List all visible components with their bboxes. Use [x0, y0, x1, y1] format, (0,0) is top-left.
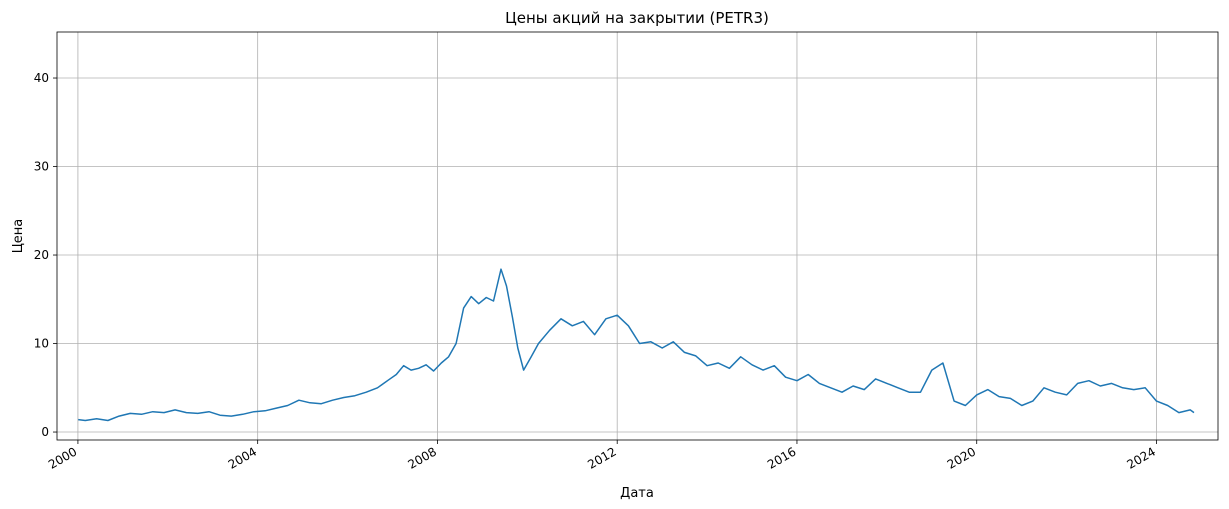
y-tick-label: 40: [34, 71, 49, 85]
y-axis-ticks: 0 10 20 30 40: [34, 71, 57, 439]
grid: [57, 32, 1218, 440]
y-tick-label: 30: [34, 160, 49, 174]
chart-title: Цены акций на закрытии (PETR3): [505, 9, 769, 27]
y-tick-label: 20: [34, 248, 49, 262]
series-line: [78, 268, 1195, 422]
x-axis-label: Дата: [620, 486, 654, 501]
plot-frame: [56, 31, 1219, 441]
y-tick-label: 0: [41, 425, 49, 439]
plot-area: [57, 32, 1218, 440]
y-tick-label: 10: [34, 337, 49, 351]
y-axis-label: Цена: [11, 219, 26, 254]
